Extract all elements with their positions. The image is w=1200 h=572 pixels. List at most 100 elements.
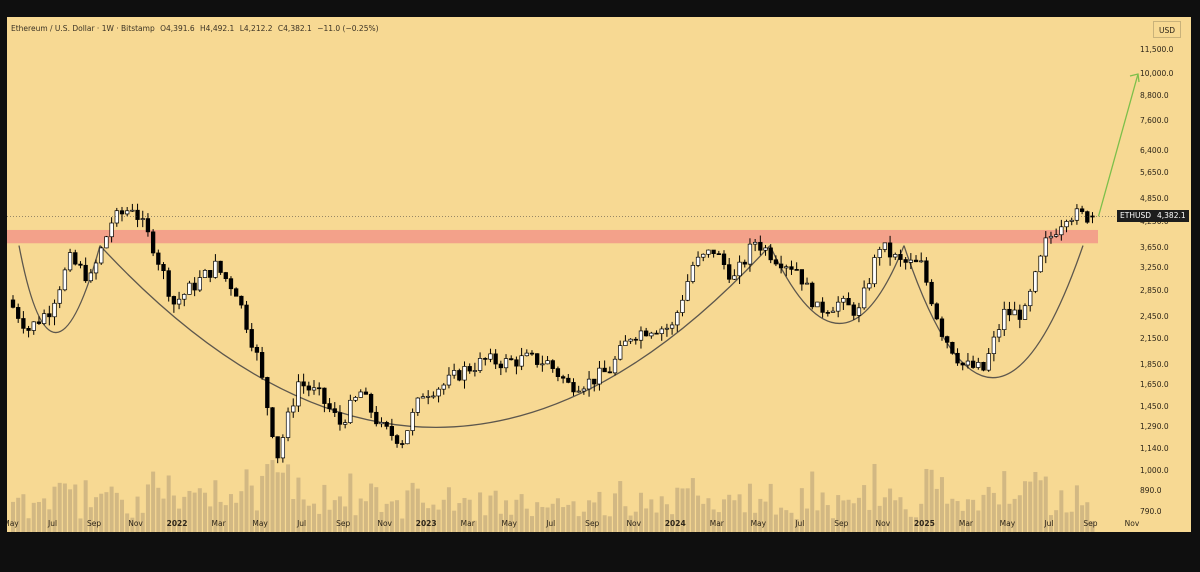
candle <box>540 355 545 372</box>
candle-body <box>919 260 924 263</box>
candle <box>348 394 353 424</box>
candle-body <box>47 313 52 318</box>
x-tick-label: May <box>999 519 1016 528</box>
x-tick-label: Mar <box>460 519 475 528</box>
candle <box>799 269 805 291</box>
volume-bar <box>535 502 540 532</box>
candle <box>296 374 301 412</box>
candle-body <box>856 307 862 316</box>
cup-arc <box>99 245 771 428</box>
volume-bar <box>1023 481 1028 532</box>
candle <box>93 259 99 280</box>
volume-bar <box>457 503 462 532</box>
candle-body <box>903 259 908 263</box>
candle-body <box>716 253 721 255</box>
candle <box>1064 219 1069 233</box>
candle <box>825 310 830 317</box>
candle <box>114 207 119 227</box>
candle <box>47 305 52 326</box>
volume-bar <box>83 480 88 532</box>
candle <box>519 347 524 371</box>
candle-body <box>1007 308 1012 316</box>
candle <box>789 260 794 275</box>
candle <box>970 355 976 369</box>
chart-canvas[interactable] <box>7 17 1191 532</box>
candle-body <box>182 294 187 300</box>
candle-body <box>62 269 68 291</box>
candle-body <box>337 412 343 425</box>
volume-bar <box>654 512 659 532</box>
candlesticks <box>10 203 1095 464</box>
candle <box>664 323 670 337</box>
candle <box>560 374 566 384</box>
candle-body <box>1038 255 1043 273</box>
candle <box>202 268 208 278</box>
candle <box>249 323 254 352</box>
candle-body <box>498 363 503 369</box>
candle-body <box>945 336 950 343</box>
volume-bar <box>488 495 493 532</box>
x-tick-label: Jul <box>546 519 556 528</box>
candle-body <box>93 262 99 274</box>
candle <box>815 301 820 308</box>
volume-bar <box>369 483 374 532</box>
volume-bar <box>1069 511 1074 532</box>
volume-bar <box>742 512 747 532</box>
volume-bar <box>981 494 986 532</box>
candle-body <box>358 391 363 398</box>
volume-bar <box>410 482 415 532</box>
candle-body <box>410 412 415 431</box>
volume-bar <box>363 501 368 532</box>
candle-body <box>467 366 472 372</box>
candle-body <box>1069 219 1074 222</box>
volume-bar <box>493 490 498 532</box>
y-tick-label: 1,140.0 <box>1140 443 1169 453</box>
volume-bar <box>550 503 555 532</box>
cup-arc <box>18 245 101 333</box>
candle <box>301 373 306 394</box>
candle-body <box>503 358 509 369</box>
candle <box>1085 210 1090 224</box>
volume-bar <box>228 494 233 532</box>
candle <box>493 349 498 369</box>
candle-body <box>773 259 779 265</box>
candle <box>379 417 384 428</box>
x-tick-label: Sep <box>834 519 849 528</box>
volume-bar <box>306 505 311 532</box>
volume-bar <box>934 488 939 532</box>
volume-bar <box>696 495 701 532</box>
candle-body <box>1017 309 1022 320</box>
candle-body <box>368 393 374 413</box>
candle <box>67 248 73 272</box>
candle <box>685 274 690 302</box>
candle <box>342 419 348 429</box>
y-tick-label: 11,500.0 <box>1140 44 1174 54</box>
candle-body <box>446 374 452 386</box>
volume-bar <box>109 486 114 532</box>
volume-bar <box>16 497 21 532</box>
candle-body <box>187 282 192 295</box>
candle <box>669 321 675 335</box>
volume-bar <box>1064 512 1069 532</box>
candle-body <box>701 253 706 258</box>
candle-body <box>296 381 301 407</box>
volume-bar <box>805 508 810 532</box>
candle-body <box>472 370 478 372</box>
volume-bar <box>431 504 436 532</box>
candle-body <box>732 275 737 280</box>
candle <box>592 378 597 392</box>
volume-bar <box>478 492 483 532</box>
candle <box>851 302 856 320</box>
currency-button[interactable]: USD <box>1153 21 1181 38</box>
candle-body <box>861 287 867 309</box>
volume-bar <box>1007 503 1012 532</box>
candle-body <box>804 282 810 285</box>
volume-bar <box>441 499 446 532</box>
candle <box>742 259 747 268</box>
candle <box>887 235 893 266</box>
candle <box>311 380 317 395</box>
candle <box>426 390 431 405</box>
volume-bar <box>976 510 981 532</box>
volume-bar <box>862 485 867 532</box>
candle-body <box>976 362 981 368</box>
